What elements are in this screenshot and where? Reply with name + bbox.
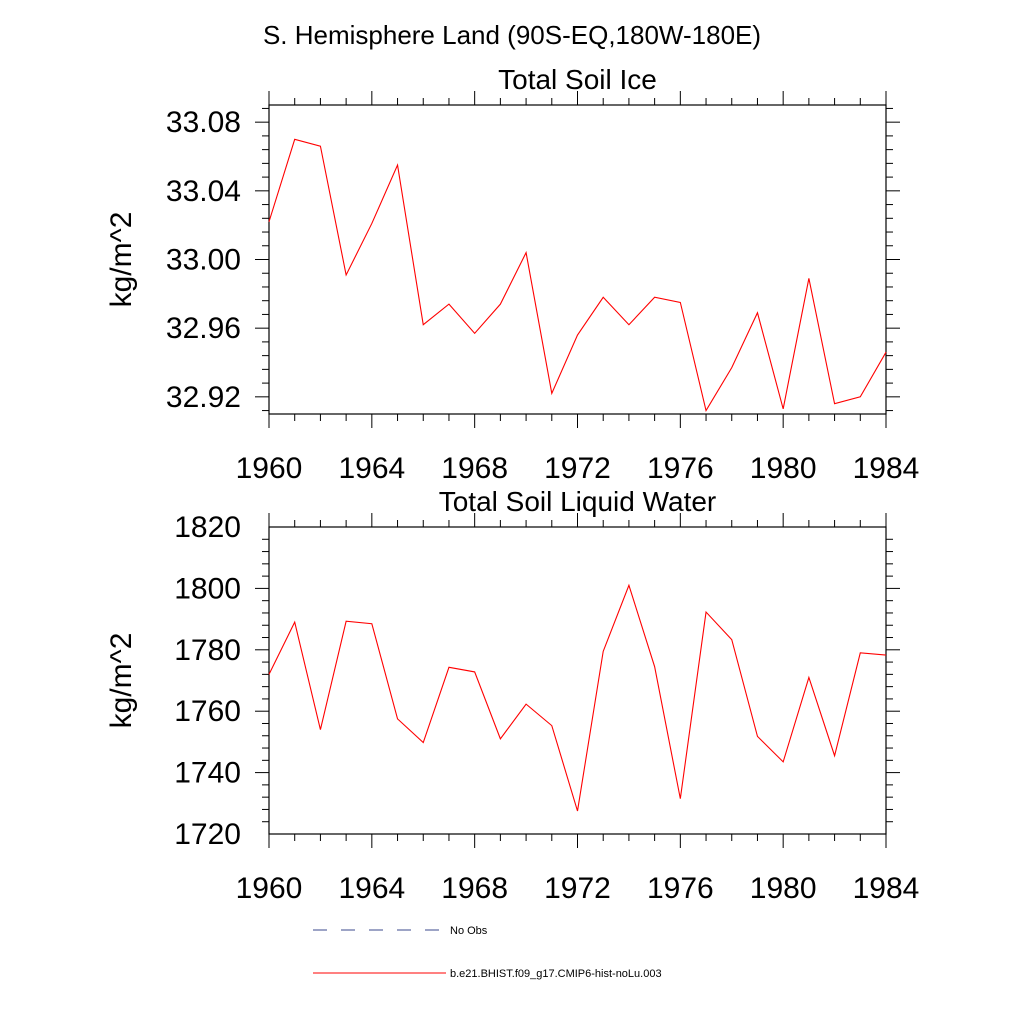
x-tick-label: 1964 [338, 872, 405, 905]
x-tick-label: 1960 [236, 452, 303, 485]
series-line-1 [268, 583, 887, 812]
y-tick-label: 32.92 [166, 381, 241, 414]
legend-label-1: No Obs [450, 925, 488, 937]
x-tick-label: 1972 [544, 872, 611, 905]
x-tick-label: 1964 [338, 452, 405, 485]
figure-title: S. Hemisphere Land (90S-EQ,180W-180E) [263, 20, 761, 50]
x-tick-label: 1980 [750, 452, 817, 485]
x-tick-label: 1968 [441, 872, 508, 905]
y-tick-label: 1820 [174, 511, 241, 544]
x-tick-label: 1984 [853, 452, 920, 485]
chart-panel-1: Total Soil Ice kg/m^2 1960 1964 1968 1972 1976… [105, 64, 919, 485]
y-tick-label: 1720 [174, 818, 241, 851]
y-tick-label: 33.00 [166, 244, 241, 277]
legend: No Obs b.e21.BHIST.f09_g17.CMIP6-hist-noL… [313, 925, 662, 980]
plot-frame [268, 526, 887, 835]
series-line-1 [268, 138, 887, 413]
chart-panel-2: Total Soil Liquid Water kg/m^2 1960 1964 196… [105, 486, 919, 905]
x-tick-label: 1984 [853, 872, 920, 905]
charts-container: Total Soil Ice kg/m^2 1960 1964 1968 1972 1976… [105, 64, 919, 905]
chart-title: Total Soil Ice [498, 64, 657, 95]
chart-title: Total Soil Liquid Water [439, 486, 717, 517]
x-tick-label: 1972 [544, 452, 611, 485]
plot-frame [268, 104, 887, 415]
x-tick-label: 1976 [647, 872, 714, 905]
y-tick-label: 1760 [174, 695, 241, 728]
legend-label-2: b.e21.BHIST.f09_g17.CMIP6-hist-noLu.003 [450, 968, 662, 980]
y-tick-label: 33.04 [166, 175, 241, 208]
x-tick-label: 1980 [750, 872, 817, 905]
y-axis-label: kg/m^2 [105, 212, 138, 308]
y-axis-label: kg/m^2 [105, 633, 138, 729]
y-tick-label: 1780 [174, 634, 241, 667]
y-tick-label: 1740 [174, 757, 241, 790]
x-tick-label: 1976 [647, 452, 714, 485]
y-tick-label: 32.96 [166, 312, 241, 345]
y-tick-label: 1800 [174, 572, 241, 605]
x-tick-label: 1968 [441, 452, 508, 485]
x-tick-label: 1960 [236, 872, 303, 905]
y-tick-label: 33.08 [166, 106, 241, 139]
